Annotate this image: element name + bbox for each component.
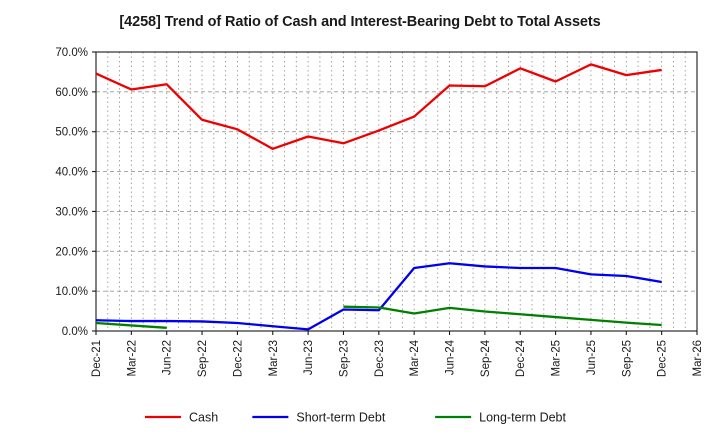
data-series <box>95 63 662 331</box>
x-axis-tick-label: Mar-22 <box>126 340 138 376</box>
x-axis-tick-label: Sep-22 <box>197 340 209 377</box>
x-axis-ticks <box>95 331 698 335</box>
legend-label-long-term-debt: Long-term Debt <box>479 410 566 424</box>
y-axis-tick-label: 70.0% <box>55 47 88 59</box>
x-axis-tick-label: Mar-25 <box>551 340 563 376</box>
legend-label-cash: Cash <box>189 410 218 424</box>
x-axis-tick-label: Jun-22 <box>162 340 174 375</box>
x-axis-tick-label: Dec-23 <box>374 340 386 377</box>
x-axis-tick-label: Sep-24 <box>480 339 492 377</box>
x-axis-tick-label: Dec-24 <box>515 339 527 377</box>
x-axis-tick-label: Mar-23 <box>268 340 280 376</box>
series-line-short-term-debt <box>95 262 662 331</box>
plot-frame <box>95 51 698 332</box>
x-axis-tick-label: Dec-22 <box>232 340 244 377</box>
chart-title: [4258] Trend of Ratio of Cash and Intere… <box>119 14 601 30</box>
legend-label-short-term-debt: Short-term Debt <box>296 410 385 424</box>
x-axis-tick-label: Jun-25 <box>586 340 598 375</box>
x-axis-tick-label: Mar-24 <box>409 339 421 376</box>
series-line-long-term-debt <box>343 305 662 327</box>
y-axis-tick-label: 30.0% <box>55 206 88 218</box>
y-axis-tick-label: 10.0% <box>55 286 88 298</box>
x-axis-tick-label: Jun-23 <box>303 340 315 375</box>
x-axis-tick-label: Sep-23 <box>338 340 350 377</box>
x-axis-labels: Dec-21 Mar-22 Jun-22 Sep-22 Dec-22 Mar-23 Jun-… <box>91 339 704 377</box>
y-axis-tick-label: 60.0% <box>55 87 88 99</box>
series-line-cash <box>95 63 662 151</box>
chart-legend: Cash Short-term Debt Long-term Debt <box>144 410 566 424</box>
axis-frame <box>95 51 698 332</box>
y-axis-tick-label: 40.0% <box>55 167 88 179</box>
minor-gridlines <box>95 52 698 331</box>
x-axis-tick-label: Dec-21 <box>91 340 103 377</box>
x-axis-tick-label: Mar-26 <box>692 340 704 376</box>
y-axis-tick-label: 0.0% <box>62 326 88 338</box>
y-axis-labels: 0.0% 10.0% 20.0% 30.0% 40.0% 50.0% 60.0% 70.0% <box>55 47 88 338</box>
y-axis-ticks <box>92 51 96 332</box>
x-axis-tick-label: Sep-25 <box>621 340 633 377</box>
major-gridlines <box>96 91 697 292</box>
y-axis-tick-label: 20.0% <box>55 246 88 258</box>
x-axis-tick-label: Dec-25 <box>657 340 669 377</box>
y-axis-tick-label: 50.0% <box>55 127 88 139</box>
x-axis-tick-label: Jun-24 <box>445 339 457 375</box>
series-line-long-term-debt <box>95 321 167 329</box>
